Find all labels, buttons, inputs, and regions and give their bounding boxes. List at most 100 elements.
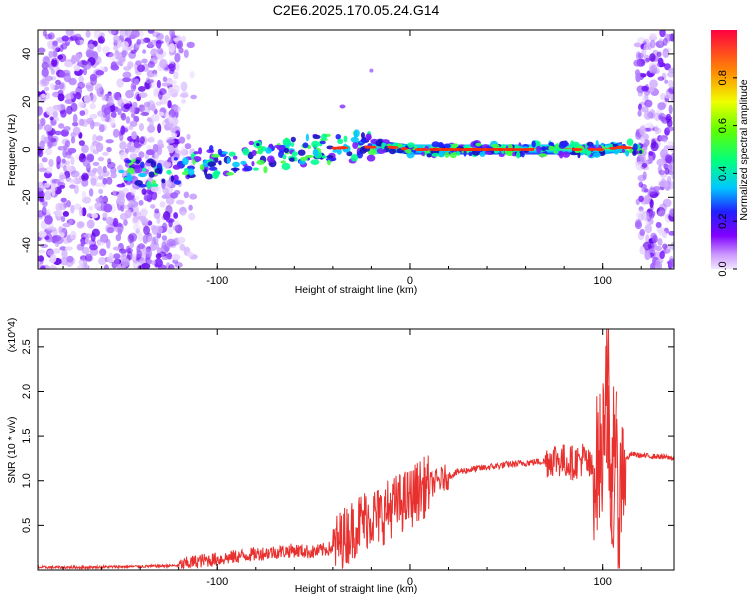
spectrogram-cell [657,76,665,81]
spectrogram-band-cell [226,172,235,176]
spectrogram-cell [167,37,173,43]
spectrogram-cell [98,188,104,195]
spectrogram-band-cell [256,159,265,165]
spectrogram-cell [45,225,53,231]
spectrogram-cell [668,86,674,95]
spectrogram-cell [69,184,76,189]
spectrogram-cell [112,91,121,101]
spectrogram-cell [117,108,122,116]
spectrogram-cell [127,233,134,244]
spectrogram-cell [110,111,117,119]
spectrogram-cell [92,133,98,144]
y-tick-label: 2.0 [21,384,33,399]
spectrogram-cell [138,92,148,99]
colorbar-tick-label: 0.4 [717,166,729,181]
spectrogram-band-cell [346,151,353,157]
spectrogram-cell [156,217,161,224]
spectrogram-cell [79,118,85,127]
spectrogram-band-cell [203,168,208,176]
spectrogram-cell [102,177,108,185]
spectrogram-cell [102,212,108,219]
spectrogram-cell [109,117,116,126]
spectrogram-cell [133,115,140,123]
spectrogram-band-cell [173,157,178,161]
spectrogram-cell [86,219,95,229]
spectrogram-band-cell [132,158,136,162]
spectrogram-band-cell [213,169,220,178]
spectrogram-band-cell [625,150,630,157]
spectrogram-cell [48,265,57,269]
spectrogram-cell [139,136,145,144]
spectrogram-cell [60,109,67,118]
spectrogram-cell [59,246,67,251]
spectrogram-cell [139,38,146,45]
spectrogram-cell [642,241,652,251]
spectrogram-band-cell [131,163,136,168]
spectrogram-cell [61,158,66,164]
spectrogram-cell [184,143,192,150]
spectrogram-peak [400,147,407,151]
spectrogram-cell [97,156,105,162]
spectrogram-band-cell [170,175,175,183]
spectrogram-cell [137,232,144,242]
spectrogram-cell [89,93,97,103]
spectrogram-cell [645,57,651,62]
spectrogram-cell [92,167,98,173]
spectrogram-cell [637,90,643,97]
spectrogram-cell [132,211,137,217]
spectrogram-band-cell [207,161,217,167]
spectrogram-cell [663,47,672,52]
spectrogram-band-cell [291,151,298,157]
y-tick-label: 0 [21,146,33,152]
spectrogram-cell [41,157,48,163]
spectrogram-cell [81,191,87,199]
spectrogram-cell [133,141,140,148]
spectrogram-cell [52,111,58,118]
spectrogram-cell [76,221,85,229]
spectrogram-band-cell [283,147,290,154]
spectrogram-band-cell [251,149,257,157]
spectrogram-cell [112,246,121,251]
spectrogram-cell [58,82,65,90]
spectrogram-peak [530,148,535,151]
spectrogram-cell [655,40,665,49]
spectrogram-cell [155,39,162,49]
spectrogram-band-cell [148,171,155,178]
spectrogram-cell [70,30,75,37]
spectrogram-cell [90,177,97,186]
spectrogram-cell [98,124,105,133]
spectrogram-band-cell [639,150,643,155]
spectrogram-cell [76,53,82,60]
spectrogram-band-cell [443,143,451,149]
spectrogram-band-cell [321,133,327,141]
chart-title: C2E6.2025.170.05.24.G14 [273,2,440,18]
spectrogram-cell [166,238,176,247]
spectrogram-cell [180,98,187,104]
spectrogram-cell [116,195,126,206]
spectrogram-cell [63,126,71,132]
spectrogram-cell [38,47,46,53]
spectrogram-cell [643,195,651,205]
spectrogram-band-cell [332,149,339,153]
spectrogram-band-cell [426,153,432,158]
spectrogram-cell [105,216,114,225]
spectrogram-cell [644,223,652,234]
spectrogram-cell [170,80,177,85]
spectrogram-cell [86,117,94,125]
colorbar-tick-label: 0.0 [717,261,729,276]
spectrogram-cell [658,230,666,236]
spectrogram-cell [66,255,74,263]
spectrogram-band-cell [146,180,152,189]
spectrogram-band-cell [319,140,326,145]
spectrogram-cell [178,47,184,54]
spectrogram-cell [186,133,191,140]
spectrogram-cell [147,124,156,134]
spectrogram-cell [78,221,85,227]
spectrogram-cell [136,39,142,45]
spectrogram-cell [74,33,82,39]
spectrogram-band-cell [276,146,284,151]
spectrogram-cell [115,234,122,242]
spectrogram-cell [173,212,179,219]
spectrogram-band-cell [208,145,214,152]
spectrogram-peak [414,148,423,151]
